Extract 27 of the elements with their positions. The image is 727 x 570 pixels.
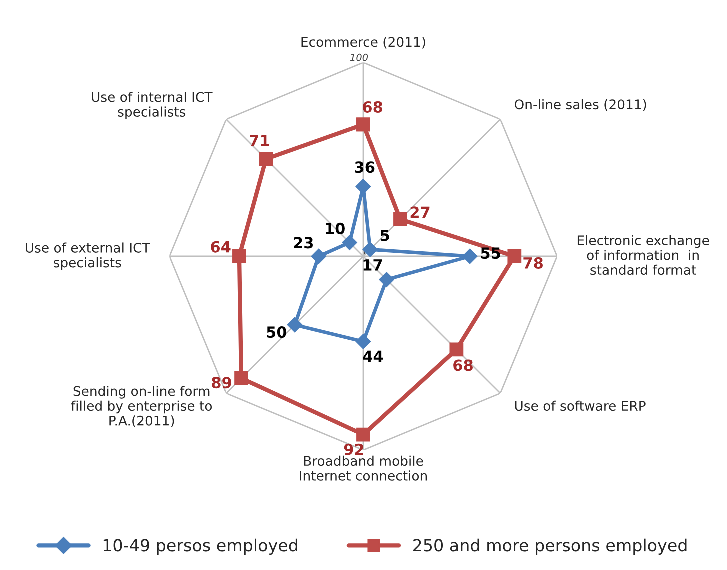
spoke-label: Broadband mobile Internet connection <box>300 456 428 481</box>
data-label: 17 <box>364 260 382 271</box>
data-label: 36 <box>355 162 375 174</box>
data-label: 50 <box>267 326 287 338</box>
data-label: 23 <box>294 237 314 249</box>
data-label: 10 <box>326 222 345 234</box>
legend-label: 250 and more persons employed <box>414 538 687 555</box>
data-label: 78 <box>524 257 543 270</box>
spoke-label: On-line sales (2011) <box>514 99 646 112</box>
spoke-label: Use of external ICT specialists <box>26 242 150 270</box>
data-label: 64 <box>211 241 231 253</box>
legend-label: 10-49 persos employed <box>104 538 298 555</box>
data-label: 92 <box>344 444 364 456</box>
y-tick-label: 100 <box>350 54 368 62</box>
spoke-label: Ecommerce (2011) <box>302 36 426 49</box>
spoke-label: Use of internal ICT specialists <box>92 92 213 120</box>
spoke-label: Sending on-line form filled by enterprise to P.A.(2011) <box>71 386 212 428</box>
spoke-label: Electronic exchange of information in standard format <box>578 235 710 276</box>
data-label: 5 <box>380 230 390 242</box>
data-label: 27 <box>410 206 430 218</box>
data-label: 89 <box>212 377 232 389</box>
data-label: 55 <box>481 248 500 260</box>
data-label: 68 <box>363 101 382 113</box>
data-label: 44 <box>363 350 384 362</box>
data-label: 68 <box>454 360 473 372</box>
spoke-label: Use of software ERP <box>515 400 646 412</box>
data-label: 71 <box>250 135 270 146</box>
